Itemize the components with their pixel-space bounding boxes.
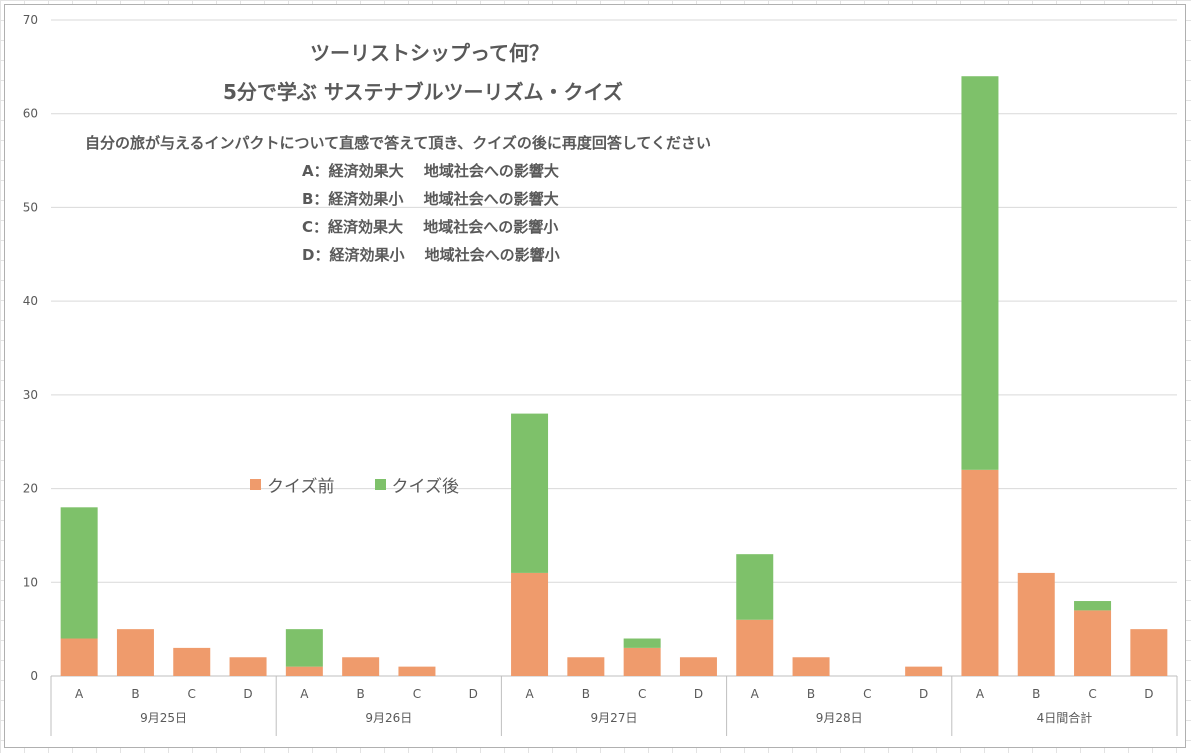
x-group-label: 9月28日 [816, 711, 863, 725]
chart-subtitle-option-c: C：経済効果大 地域社会への影響小 [302, 218, 559, 236]
y-tick-label: 0 [30, 669, 38, 683]
x-category-label: A [300, 687, 309, 701]
bar-after [623, 638, 661, 648]
bar-before [60, 638, 98, 676]
x-category-label: B [1032, 687, 1040, 701]
legend-item-after: クイズ後 [374, 472, 460, 497]
chart-area: 0 10 20 30 40 50 60 70 A B C D 9月25日 A B C D 9月26日 A B C D 9月2… [4, 4, 1186, 748]
x-category-label: B [582, 687, 590, 701]
legend-swatch-before [250, 479, 261, 490]
chart-subtitle-option-a: A：経済効果大 地域社会への影響大 [302, 162, 559, 180]
x-category-label: D [469, 687, 478, 701]
x-category-label: D [243, 687, 252, 701]
y-tick-label: 40 [23, 294, 38, 308]
bar-before [567, 657, 605, 676]
chart-title-line-2: 5分で学ぶ サステナブルツーリズム・クイズ [223, 80, 623, 104]
x-category-label: C [188, 687, 196, 701]
y-tick-label: 30 [23, 388, 38, 402]
bar-after [60, 507, 98, 639]
x-category-label: D [919, 687, 928, 701]
chart-legend: クイズ前 クイズ後 [250, 472, 499, 497]
x-category-label: B [807, 687, 815, 701]
x-group-label: 9月25日 [140, 711, 187, 725]
x-group-label: 9月26日 [365, 711, 412, 725]
bar-before [1017, 572, 1055, 676]
x-category-label: C [1088, 687, 1096, 701]
y-tick-label: 50 [23, 200, 38, 214]
bar-after [1074, 601, 1112, 611]
bar-after [961, 76, 999, 470]
bar-after [511, 413, 549, 573]
bar-before [792, 657, 830, 676]
bar-before [905, 666, 943, 676]
x-category-label: C [413, 687, 421, 701]
bar-before [961, 469, 999, 676]
x-category-label: A [525, 687, 534, 701]
x-category-label: B [357, 687, 365, 701]
legend-item-before: クイズ前 [250, 472, 335, 497]
bar-after [285, 629, 323, 667]
bar-before [173, 647, 211, 676]
legend-swatch-after [374, 479, 386, 490]
x-group-label: 9月27日 [591, 711, 638, 725]
bar-before [736, 619, 774, 676]
bar-before [398, 666, 436, 676]
bar-after [736, 554, 774, 620]
chart-title-line-1: ツーリストシップって何？ [310, 41, 549, 65]
y-tick-label: 60 [23, 107, 38, 121]
x-category-label: D [1144, 687, 1153, 701]
bar-before [511, 572, 549, 676]
bar-before [1130, 629, 1168, 676]
chart-subtitle-option-d: D：経済効果小 地域社会への影響小 [302, 246, 560, 264]
legend-label-before: クイズ前 [267, 477, 335, 497]
x-category-label: C [863, 687, 871, 701]
x-category-label: C [638, 687, 646, 701]
x-category-label: A [75, 687, 84, 701]
y-tick-label: 10 [23, 575, 38, 589]
y-tick-label: 70 [23, 13, 38, 27]
x-category-label: A [976, 687, 985, 701]
stacked-bar-chart: 0 10 20 30 40 50 60 70 A B C D 9月25日 A B C D 9月26日 A B C D 9月2… [23, 13, 1178, 736]
bar-before [679, 657, 717, 676]
x-group-label: 4日間合計 [1037, 710, 1093, 725]
legend-label-after: クイズ後 [391, 477, 460, 497]
bar-before [285, 666, 323, 676]
bar-before [116, 629, 154, 676]
x-category-label: D [694, 687, 703, 701]
x-category-label: B [131, 687, 139, 701]
x-category-label: A [751, 687, 760, 701]
bar-before [342, 657, 380, 676]
chart-subtitle-instruction: 自分の旅が与えるインパクトについて直感で答えて頂き、クイズの後に再度回答してくだ… [85, 134, 711, 152]
y-tick-label: 20 [23, 482, 38, 496]
bar-before [623, 647, 661, 676]
bar-before [229, 657, 267, 676]
bar-before [1074, 610, 1112, 676]
chart-subtitle-option-b: B：経済効果小 地域社会への影響大 [302, 190, 559, 208]
